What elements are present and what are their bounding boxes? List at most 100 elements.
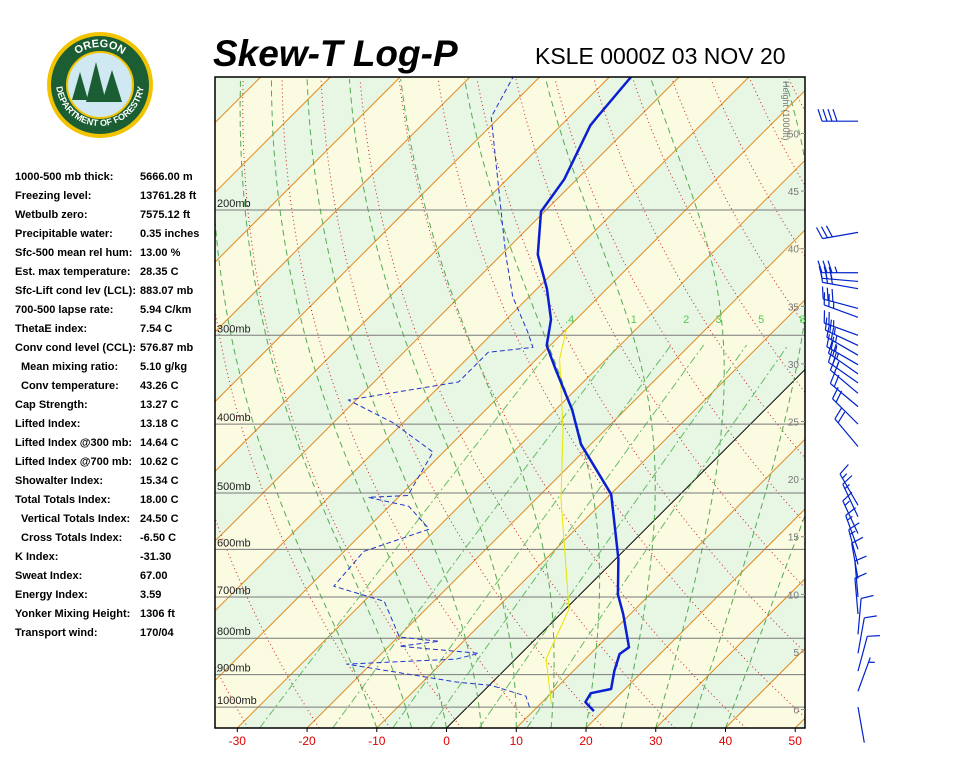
y2-tick-label: 5 [793,648,799,659]
x-tick-label: 10 [510,734,524,748]
dry-adiabat [320,79,604,728]
x-tick-label: -10 [368,734,386,748]
index-value: 18.00 C [140,494,179,506]
wind-barb [857,657,875,692]
wind-barb [848,522,860,565]
wind-barb [854,572,867,615]
y-tick-label: 400mb [217,412,251,424]
y2-tick-label: 35 [788,302,800,313]
index-value: 3.59 [140,589,161,601]
index-label: Mean mixing ratio: [21,361,118,373]
dry-adiabat [515,79,805,589]
index-value: 883.07 mb [140,285,193,297]
logo-trees [72,62,122,102]
index-value: 13.18 C [140,418,179,430]
mixing-ratio-line [259,344,555,728]
wind-barb [826,334,859,366]
dewpoint-line [333,77,534,708]
y-tick-label: 900mb [217,663,251,675]
index-value: 13761.28 ft [140,190,197,202]
moist-adiabat [690,78,805,728]
isotherm [794,717,805,728]
y-tick-label: 1000mb [217,695,257,707]
dry-adiabat [828,79,960,728]
x-tick-label: 50 [789,734,803,748]
y2-tick-label: 40 [788,245,800,256]
wind-barb [824,317,859,346]
isotherm [215,77,680,542]
mixing-ratio-line [392,344,672,728]
index-label: Yonker Mixing Height: [15,608,130,620]
isotherm-band [215,90,805,728]
index-value: 14.64 C [140,437,179,449]
isotherm [215,77,401,263]
index-value: 28.35 C [140,266,179,278]
mixing-ratio-label: 5 [758,314,764,326]
chart-title: Skew-T Log-P [213,33,458,74]
y-tick-label: 700mb [217,585,251,597]
y2-tick-label: 50 [788,129,800,140]
logo: OREGON DEPARTMENT OF FORESTRY [47,32,153,138]
wind-barb [845,507,859,550]
wind-barb [829,371,859,408]
moist-adiabat [650,78,725,728]
dry-adiabat [710,79,805,258]
isotherm [376,299,805,728]
index-label: Lifted Index @700 mb: [15,456,132,468]
isotherm [865,77,960,728]
logo-top: OREGON [72,38,127,57]
index-label: Sfc-500 mean rel hum: [15,247,132,259]
index-value: 5.94 C/km [140,304,192,316]
y2-tick-label: 25 [788,418,800,429]
index-label: Est. max temperature: [15,266,131,278]
index-label: Sfc-Lift cond lev (LCL): [15,285,136,297]
index-value: 43.26 C [140,380,179,392]
isotherm [585,508,805,728]
y-tick-label: 300mb [217,323,251,335]
index-label: ThetaE index: [15,323,87,335]
index-label: Cap Strength: [15,399,88,411]
index-value: 7575.12 ft [140,209,190,221]
y2-axis-label: Height (1000ft) [781,81,791,141]
isotherm-band [795,718,805,728]
plot-background [215,77,960,728]
dry-adiabat [867,79,960,728]
x-tick-label: 20 [579,734,593,748]
index-label: Cross Totals Index: [21,532,122,544]
index-label: Conv temperature: [21,380,119,392]
isotherm [215,77,331,194]
index-label: K Index: [15,551,58,563]
isotherm-band [215,77,805,681]
y2-tick-label: 45 [788,187,800,198]
x-tick-label: 0 [443,734,450,748]
wind-barb [827,349,859,384]
wind-barb [857,615,877,654]
zero-isotherm [446,368,805,728]
index-label: Wetbulb zero: [15,209,88,221]
mixing-ratio-line [478,344,748,728]
index-value: 0.35 inches [140,228,199,240]
index-value: 15.34 C [140,475,179,487]
mixing-ratio-line [526,344,789,728]
index-value: 5666.00 m [140,171,193,183]
indices-table: 1000-500 mb thick: 5666.00 m Freezing leve… [15,171,199,639]
wind-barb [820,269,859,290]
y-tick-label: 600mb [217,537,251,549]
index-label: Lifted Index @300 mb: [15,437,132,449]
x-tick-label: -20 [298,734,316,748]
index-label: Sweat Index: [15,570,82,582]
plot-lines [333,77,632,712]
index-value: -31.30 [140,551,171,563]
wind-barb [839,464,859,506]
index-value: 576.87 mb [140,342,193,354]
index-value: 1306 ft [140,608,175,620]
moist-adiabat [545,78,656,728]
isotherm [655,578,805,728]
dry-adiabat [359,79,676,728]
moist-adiabat [306,79,482,728]
y-tick-label: 800mb [217,626,251,638]
x-tick-label: -30 [229,734,247,748]
wind-barb [857,594,874,635]
wind-barb [854,555,867,597]
index-label: Showalter Index: [15,475,103,487]
